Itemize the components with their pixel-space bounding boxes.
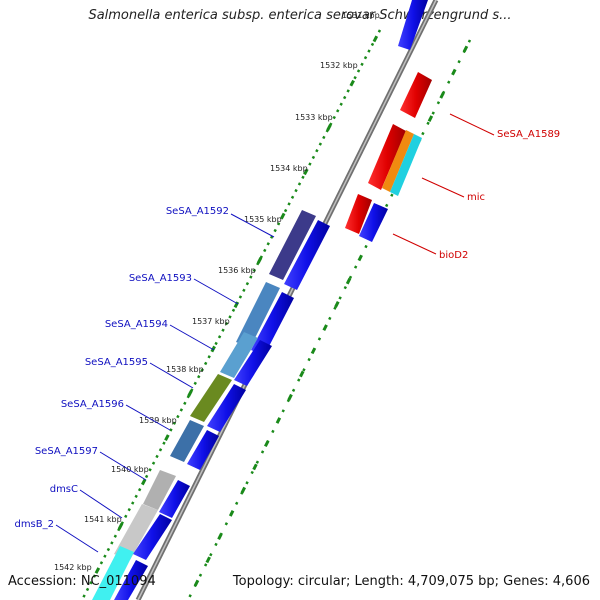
gc-dash [193,579,200,587]
gc-dash [94,567,101,574]
topology-summary: Topology: circular; Length: 4,709,075 bp… [232,574,590,589]
gc-dash [451,68,457,76]
gc-dash [275,417,282,424]
gene-sesa-a1595[interactable] [190,374,232,422]
gene-biod2-red[interactable] [345,194,372,234]
gene-label-sesa-a1589[interactable]: SeSA_A1589 [497,129,560,140]
tick-label: 1533 kbp [295,113,333,122]
gc-dash [357,254,363,262]
tick-label: 1532 kbp [320,61,358,70]
tick-label: 1541 kbp [84,515,122,524]
tick-label: 1535 kbp [244,215,282,224]
gene-forward-top[interactable] [398,0,428,50]
right-leader-lines [392,113,495,255]
tick-label: 1542 kbp [54,563,92,572]
gene-forward-7[interactable] [133,514,172,560]
tick-label: 1531 kbp [342,11,380,20]
gc-dash [299,370,305,378]
gc-dash [252,463,258,471]
gc-dash [140,478,147,486]
gc-dash [233,301,240,309]
gene-label-sesa-a1593[interactable]: SeSA_A1593 [129,273,192,284]
gc-dash [228,510,235,517]
gene-label-sesa-a1594[interactable]: SeSA_A1594 [105,319,168,330]
tick-label: 1539 kbp [139,416,177,425]
gene-forward-8[interactable] [114,560,148,600]
gene-forward-2[interactable] [251,292,294,356]
gene-label-sesa-a1597[interactable]: SeSA_A1597 [35,446,98,457]
gc-dash [217,533,223,540]
gc-dash [326,124,332,131]
gc-dash [264,440,270,448]
tick-label: 1536 kbp [218,266,256,275]
gene-label-biod2[interactable]: bioD2 [439,250,468,261]
gene-dmsc[interactable] [114,504,158,560]
gc-dash [334,301,340,308]
gc-dash [303,168,309,176]
tick-label: 1540 kbp [111,465,149,474]
gc-dash [439,92,445,99]
left-leader-lines [55,213,275,553]
tick-labels: 1531 kbp 1532 kbp 1533 kbp 1534 kbp 1535… [54,11,380,572]
tick-label: 1538 kbp [166,365,204,374]
gene-forward-5[interactable] [187,430,219,470]
gc-dash [187,389,193,397]
gene-forward-6[interactable] [159,480,190,518]
map-title: Salmonella enterica subsp. enterica sero… [88,8,512,23]
gene-mic-orange[interactable] [382,130,414,192]
gc-dash [372,35,379,43]
gc-skew-inner-line [186,39,472,600]
gc-dash [349,79,355,87]
gc-dash [205,556,211,564]
gc-dash [462,45,469,53]
accession-text: Accession: NC_011094 [8,574,156,589]
gene-sesa-a1589[interactable] [400,72,432,118]
gene-dmsb-2[interactable] [92,546,134,600]
gene-sesa-a1592[interactable] [269,210,316,280]
gene-forward-3[interactable] [234,340,272,386]
gene-label-dmsb-2[interactable]: dmsB_2 [14,519,54,530]
gene-label-sesa-a1596[interactable]: SeSA_A1596 [61,399,124,410]
gc-dash [345,277,352,285]
gene-features [92,0,432,600]
gene-sesa-a1593[interactable] [236,282,280,348]
gene-forward-1[interactable] [284,220,330,290]
gene-reverse-a[interactable] [368,124,406,190]
gene-label-sesa-a1595[interactable]: SeSA_A1595 [85,357,148,368]
gene-sesa-a1597[interactable] [143,470,176,510]
gene-sesa-a1596[interactable] [170,420,204,462]
gene-forward-4[interactable] [207,384,246,432]
gene-sesa-a1594[interactable] [220,332,258,378]
left-gene-labels: SeSA_A1592 SeSA_A1593 SeSA_A1594 SeSA_A1… [14,206,229,530]
gene-label-sesa-a1592[interactable]: SeSA_A1592 [166,206,229,217]
gc-dash [164,434,170,442]
gene-biod2-blue[interactable] [359,203,388,242]
gc-dash [279,212,286,220]
gc-dash [240,486,247,494]
gc-dash [287,393,293,401]
gc-dash [310,347,317,355]
tick-label: 1537 kbp [192,317,230,326]
tick-label: 1534 kbp [270,164,308,173]
gc-dash [322,324,328,331]
gc-dash [117,522,124,530]
gc-dash [256,257,263,264]
gene-label-dmsc[interactable]: dmsC [50,484,78,495]
right-gene-labels: SeSA_A1589 mic bioD2 [439,129,560,261]
gene-label-mic[interactable]: mic [467,192,485,203]
gc-dash [427,115,434,122]
gene-mic-cyan[interactable] [390,134,422,196]
